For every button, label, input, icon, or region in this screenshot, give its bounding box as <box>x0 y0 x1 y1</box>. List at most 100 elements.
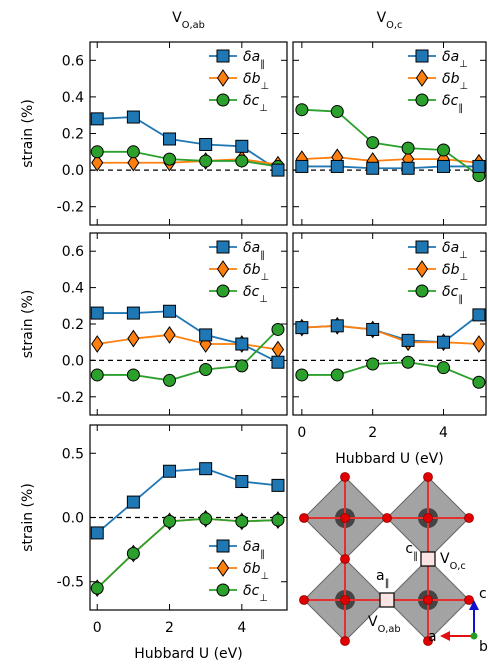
plot-frame <box>293 233 486 415</box>
marker <box>200 329 212 341</box>
marker <box>438 160 450 172</box>
series-line <box>302 157 479 162</box>
series-line <box>97 335 278 350</box>
marker <box>236 360 248 372</box>
marker <box>473 336 484 352</box>
plot-frame <box>293 42 486 225</box>
x-tick-label: 0 <box>297 425 306 441</box>
marker <box>272 164 284 176</box>
y-tick-label: 0.2 <box>62 317 84 333</box>
marker <box>473 376 485 388</box>
vacancy-label: a∥ <box>376 568 390 589</box>
y-tick-label: 0.4 <box>62 90 84 106</box>
legend-label: δc⊥ <box>243 583 268 604</box>
legend-marker <box>217 50 229 62</box>
legend-label: δa⊥ <box>442 49 468 70</box>
marker <box>164 153 176 165</box>
marker <box>91 582 103 594</box>
series-line <box>302 166 479 168</box>
marker <box>236 155 248 167</box>
legend-marker <box>217 540 229 552</box>
series-line <box>97 311 278 362</box>
legend-marker <box>218 261 229 277</box>
marker <box>92 336 103 352</box>
marker <box>164 305 176 317</box>
legend-marker <box>417 70 428 86</box>
marker <box>91 527 103 539</box>
marker <box>164 465 176 477</box>
marker <box>272 514 284 526</box>
y-tick-label: 0.2 <box>62 127 84 143</box>
legend-label: δc⊥ <box>243 93 268 114</box>
series-line <box>302 362 479 382</box>
marker <box>402 334 414 346</box>
marker <box>331 106 343 118</box>
marker <box>438 362 450 374</box>
vacancy-ab <box>380 593 394 607</box>
marker <box>127 369 139 381</box>
marker <box>367 323 379 335</box>
marker <box>236 338 248 350</box>
marker <box>367 137 379 149</box>
x-tick-label: 4 <box>237 620 246 636</box>
legend-marker <box>416 50 428 62</box>
marker <box>272 479 284 491</box>
series-line <box>97 329 278 380</box>
legend-marker <box>417 261 428 277</box>
crystal-diagram: c∥ VO,c a∥ VO,ab c a b <box>300 473 488 656</box>
x-tick-label: 2 <box>165 620 174 636</box>
panel: VO,cδa⊥δb⊥δc∥ <box>293 10 486 225</box>
axis-label: c <box>479 586 487 602</box>
marker <box>272 341 283 357</box>
vacancy-c <box>421 552 435 566</box>
legend-label: δb⊥ <box>442 262 468 283</box>
x-tick-label: 2 <box>368 425 377 441</box>
y-tick-label: 0.6 <box>62 244 84 260</box>
arrowhead <box>440 631 450 641</box>
marker <box>296 322 308 334</box>
x-axis-label: Hubbard U (eV) <box>335 451 443 467</box>
oxygen-atom <box>341 514 350 523</box>
legend-label: δb⊥ <box>243 71 269 92</box>
y-tick-label: 0.5 <box>62 446 84 462</box>
y-tick-label: 0.0 <box>62 511 84 527</box>
marker <box>367 358 379 370</box>
marker <box>402 142 414 154</box>
panel-title: VO,ab <box>172 10 205 31</box>
marker <box>91 369 103 381</box>
y-tick-label: 0.0 <box>62 353 84 369</box>
y-tick-label: 0.0 <box>62 163 84 179</box>
marker <box>127 307 139 319</box>
marker <box>164 133 176 145</box>
marker <box>236 476 248 488</box>
x-tick-label: 0 <box>93 620 102 636</box>
panel-title: VO,c <box>377 10 403 31</box>
marker <box>272 356 284 368</box>
legend-marker <box>217 241 229 253</box>
oxygen-atom <box>341 637 350 646</box>
legend-marker <box>217 285 229 297</box>
marker <box>331 369 343 381</box>
axis-label: a <box>428 629 437 645</box>
y-axis-label: strain (%) <box>20 99 36 168</box>
marker <box>91 146 103 158</box>
marker <box>296 160 308 172</box>
marker <box>236 140 248 152</box>
vacancy-label: VO,ab <box>368 614 401 635</box>
y-tick-label: 0.6 <box>62 53 84 69</box>
oxygen-atom <box>341 473 350 482</box>
marker <box>200 364 212 376</box>
marker <box>127 547 139 559</box>
axis-b-dot <box>471 633 478 640</box>
axis-label: b <box>479 639 488 655</box>
x-axis-label: Hubbard U (eV) <box>134 646 242 660</box>
marker <box>402 162 414 174</box>
legend-label: δb⊥ <box>243 561 269 582</box>
legend-marker <box>218 70 229 86</box>
legend-marker <box>217 94 229 106</box>
legend-label: δb⊥ <box>442 71 468 92</box>
vacancy-label: VO,c <box>440 551 466 572</box>
